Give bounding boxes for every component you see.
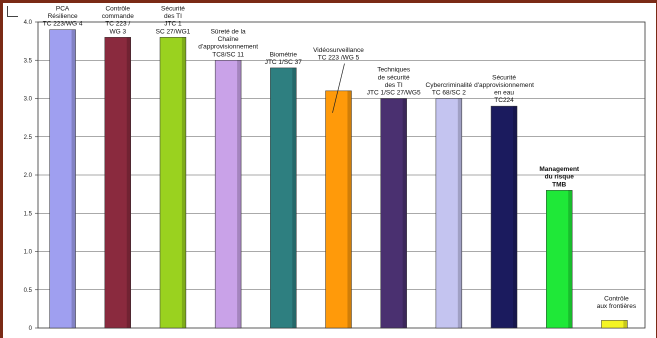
bar: [49, 29, 76, 329]
data-label: Techniques: [377, 67, 411, 74]
data-label: des TI: [164, 13, 182, 20]
bar-shade: [347, 90, 352, 328]
bar-shade: [292, 67, 297, 329]
y-tick-label: 3.5: [24, 58, 33, 64]
bar: [214, 60, 242, 329]
y-tick-label: 0: [29, 326, 33, 332]
data-label: Biométrie: [270, 51, 298, 58]
bar-shade: [457, 98, 462, 328]
data-label: des TI: [385, 82, 403, 89]
bar-shade: [568, 190, 573, 328]
data-label: TC224: [494, 97, 514, 104]
data-label: TC 223 /WG 5: [318, 55, 360, 62]
bar: [104, 37, 131, 329]
data-label: d'approvisionnement: [198, 44, 258, 51]
data-label: TMB: [552, 181, 566, 188]
y-tick-label: 2.5: [24, 135, 33, 141]
bar: [325, 90, 352, 329]
bar: [546, 190, 573, 329]
bar-shade: [402, 98, 407, 328]
data-label: JTC 1/SC 37: [265, 59, 303, 66]
bar: [159, 37, 187, 329]
data-label: du risque: [545, 174, 575, 181]
data-label: Contrôle: [604, 295, 629, 302]
data-label: TC 68/SC 2: [432, 90, 466, 97]
data-label: PCA: [56, 5, 70, 12]
bar: [601, 320, 628, 329]
data-label: Contrôle: [105, 6, 130, 13]
bar-shade: [126, 37, 131, 329]
data-label: Sécurité: [161, 6, 185, 13]
bar-shade: [623, 320, 628, 328]
y-tick-label: 2.0: [24, 173, 33, 179]
data-label: Vidéosurveillance: [313, 47, 364, 54]
y-tick-label: 4.0: [24, 20, 33, 26]
bar-shade: [181, 37, 186, 329]
leader-line: [332, 63, 345, 113]
bar-shade: [513, 106, 518, 329]
data-label: TC8/SC 11: [212, 51, 244, 58]
data-label: Sécurité: [492, 74, 516, 81]
data-label: TC 223 /: [105, 21, 130, 28]
data-label: Sûreté de la: [211, 28, 246, 35]
data-label: Management: [539, 166, 580, 173]
y-tick-label: 1.5: [24, 211, 33, 217]
data-label: SC 27/WG1: [156, 28, 191, 35]
data-label: commande: [102, 13, 135, 20]
bar-shade: [237, 60, 242, 328]
data-label: TC 223/WG 4: [43, 21, 83, 28]
data-label: WG 3: [109, 28, 126, 35]
bar: [435, 98, 463, 329]
bar: [490, 105, 518, 329]
data-label: Cybercriminalité: [426, 82, 473, 89]
bar-shade: [71, 29, 76, 329]
bar: [380, 98, 407, 329]
y-tick-label: 1.0: [24, 250, 33, 256]
y-tick-label: 3.0: [24, 97, 33, 103]
bar: [270, 67, 297, 329]
data-label: Chaîne: [218, 36, 239, 43]
data-label: aux frontières: [597, 303, 637, 310]
data-label: JTC 1/SC 27/WG5: [367, 90, 421, 97]
data-label: en eau: [494, 90, 514, 97]
frame-corner-mark: [7, 6, 18, 17]
data-label: d'approvisionnement: [474, 82, 534, 89]
data-label: JTC 1: [164, 21, 182, 28]
data-label: de sécurité: [378, 74, 410, 81]
data-label: Résilience: [48, 13, 78, 20]
y-tick-label: 0.5: [24, 288, 33, 294]
